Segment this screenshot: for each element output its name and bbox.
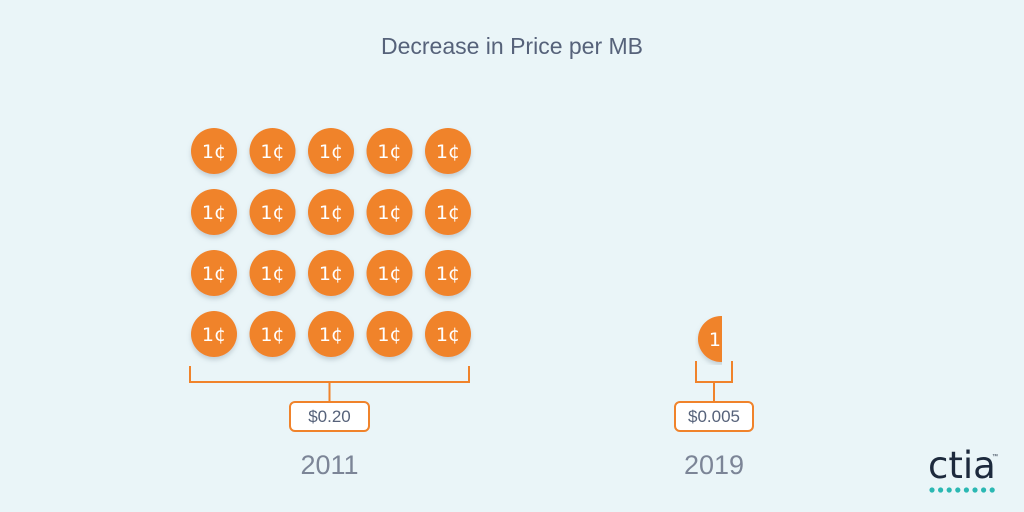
- value-label-2019: $0.005: [688, 407, 740, 426]
- coin-1-cent: 1¢: [249, 128, 296, 174]
- coin-1-cent: 1¢: [308, 311, 354, 357]
- ctia-logo: ctia ™: [928, 444, 998, 493]
- coin-group-2011: 1¢ 1¢ 1¢ 1¢ 1¢ 1¢ 1¢ 1¢ 1¢ 1¢ 1¢ 1¢ 1¢ 1¢ 1¢ 1¢ 1¢ 1¢ 1¢ 1¢: [191, 128, 471, 357]
- coin-circle: [249, 189, 296, 235]
- coin-label: 1¢: [202, 141, 226, 163]
- coin-1-cent: 1¢: [191, 311, 237, 357]
- coin-1-cent: 1¢: [249, 189, 296, 235]
- coin-1-cent: 1¢: [308, 250, 354, 296]
- coin-label: 1¢: [319, 141, 343, 163]
- coin-1-cent: 1¢: [308, 128, 354, 174]
- coin-1-cent: 1¢: [249, 250, 296, 296]
- coin-circle: [308, 311, 354, 357]
- coin-group-2019: 1¢: [698, 316, 733, 362]
- coin-circle: [425, 250, 471, 296]
- value-label-2011: $0.20: [308, 407, 351, 426]
- coin-1-cent: 1¢: [366, 128, 413, 174]
- coin-label: 1¢: [377, 263, 401, 285]
- coin-label: 1¢: [319, 202, 343, 224]
- coin-circle: [308, 250, 354, 296]
- coin-1-cent: 1¢: [425, 311, 471, 357]
- coin-label: 1¢: [377, 202, 401, 224]
- coin-circle: [191, 311, 237, 357]
- coin-circle: [249, 250, 296, 296]
- coin-circle: [698, 316, 722, 362]
- bracket-2011: $0.20: [189, 366, 470, 432]
- logo-dot: [955, 487, 961, 493]
- coin-label: 1¢: [377, 141, 401, 163]
- coin-circle: [191, 128, 237, 174]
- logo-trademark: ™: [992, 453, 998, 460]
- coin-label: 1¢: [202, 324, 226, 346]
- coin-1-cent: 1¢: [366, 250, 413, 296]
- coin-circle: [308, 189, 354, 235]
- coin-circle: [308, 128, 354, 174]
- coin-circle: [366, 128, 413, 174]
- coin-circle: [366, 189, 413, 235]
- coin-label: 1¢: [260, 324, 284, 346]
- year-label-2011: 2011: [300, 450, 358, 480]
- coin-1-cent: 1¢: [249, 311, 296, 357]
- coin-1-cent: 1¢: [425, 189, 471, 235]
- coin-label: 1¢: [377, 324, 401, 346]
- logo-dot: [981, 487, 987, 493]
- coin-1-cent: 1¢: [308, 189, 354, 235]
- coin-label: 1¢: [319, 324, 343, 346]
- coin-circle: [366, 250, 413, 296]
- logo-dot: [989, 487, 995, 493]
- coin-label: 1¢: [260, 263, 284, 285]
- logo-dot: [963, 487, 970, 493]
- logo-dot: [946, 487, 952, 493]
- coin-1-cent: 1¢: [425, 128, 471, 174]
- chart-title: Decrease in Price per MB: [381, 33, 643, 59]
- coin-label: 1¢: [436, 324, 460, 346]
- logo-dot: [938, 487, 944, 493]
- coin-label: 1¢: [260, 202, 284, 224]
- coin-label: 1¢: [436, 202, 460, 224]
- coin-1-cent: 1¢: [366, 311, 413, 357]
- coin-label: 1¢: [319, 263, 343, 285]
- logo-dots: [929, 487, 995, 493]
- value-box-2011: [289, 401, 370, 432]
- coin-circle: [249, 311, 296, 357]
- coin-label: 1¢: [436, 141, 460, 163]
- coin-half-cent: 1¢: [698, 316, 733, 362]
- coin-1-cent: 1¢: [191, 250, 237, 296]
- value-box-2019: [674, 401, 754, 432]
- year-label-2019: 2019: [684, 450, 744, 480]
- coin-circle: [425, 311, 471, 357]
- coin-label: 1¢: [260, 141, 284, 163]
- coin-1-cent: 1¢: [366, 189, 413, 235]
- bracket-2019: $0.005: [674, 361, 754, 432]
- coin-circle: [249, 128, 296, 174]
- coin-circle: [191, 250, 237, 296]
- coin-label: 1¢: [202, 202, 226, 224]
- logo-dot: [972, 487, 978, 493]
- coin-label: 1¢: [202, 263, 226, 285]
- coin-1-cent: 1¢: [191, 189, 237, 235]
- coin-circle: [191, 189, 237, 235]
- logo-wordmark: ctia: [928, 444, 996, 487]
- logo-dot: [929, 487, 935, 493]
- coin-label: 1¢: [436, 263, 460, 285]
- coin-circle: [366, 311, 413, 357]
- coin-label: 1¢: [709, 329, 733, 351]
- coin-1-cent: 1¢: [191, 128, 237, 174]
- coin-1-cent: 1¢: [425, 250, 471, 296]
- coin-circle: [425, 189, 471, 235]
- coin-circle: [425, 128, 471, 174]
